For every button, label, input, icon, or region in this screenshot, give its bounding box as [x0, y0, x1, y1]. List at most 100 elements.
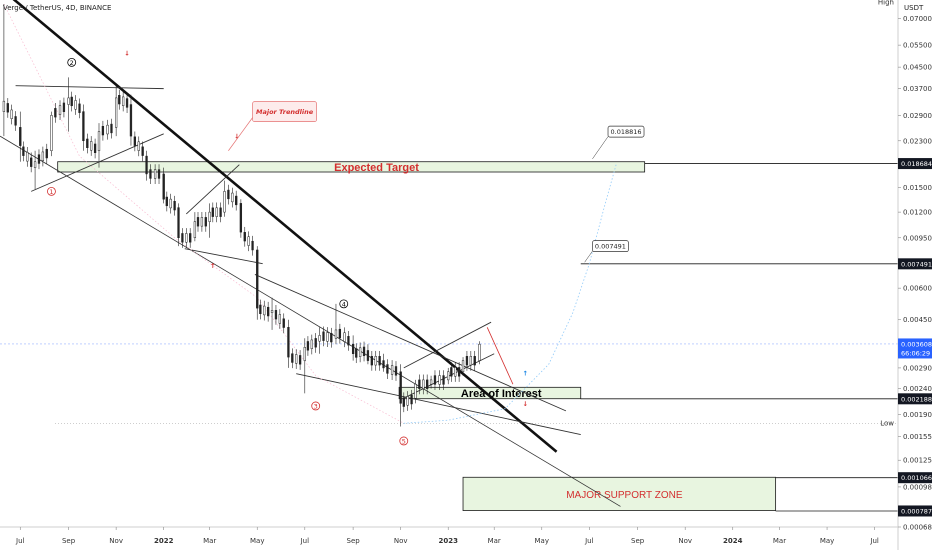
candle-body	[165, 196, 168, 207]
candle-body	[125, 98, 129, 108]
flag-top-line	[185, 164, 240, 215]
rising-wedge-top	[403, 321, 492, 369]
candle-body	[200, 217, 204, 227]
candle-body	[231, 192, 234, 203]
candle-body	[442, 375, 445, 385]
candle-body	[287, 327, 290, 358]
candle-body	[382, 360, 385, 369]
candle-body	[45, 148, 48, 159]
flag-bottom-line	[184, 248, 263, 265]
candle-body	[74, 100, 77, 110]
candle-body	[469, 356, 472, 366]
candle-body	[97, 131, 101, 151]
candle-body	[90, 141, 93, 151]
zone-box	[398, 386, 582, 400]
candle-body	[362, 346, 366, 357]
wave-marker	[339, 299, 349, 309]
trendlines-layer	[0, 0, 898, 512]
candle-body	[30, 157, 33, 167]
candle-body	[473, 356, 476, 366]
candle-body	[208, 211, 211, 222]
candle-body	[426, 379, 429, 389]
price-tag-box	[898, 258, 932, 270]
x-tick-label: Nov	[109, 537, 123, 545]
callout-pointer	[592, 136, 609, 160]
zone-label: MAJOR SUPPORT ZONE	[566, 490, 683, 501]
symbol-header: Verge / TetherUS, 4D, BINANCE	[3, 4, 111, 12]
candle-body	[153, 169, 157, 179]
arrow-down-icon: ↓	[523, 400, 528, 408]
candle-body	[196, 217, 200, 227]
candle-body	[33, 161, 37, 168]
x-tick-label: Mar	[773, 537, 786, 545]
candle-body	[418, 379, 421, 389]
candle-body	[54, 108, 57, 118]
pullback-line	[486, 327, 514, 385]
mid-channel-line	[254, 274, 567, 412]
zone-label: Area of Interest	[461, 388, 542, 400]
candle-body	[326, 332, 329, 342]
time-axis[interactable]: Jul Sep Nov 2022 Mar May Jul Sep Nov 2023 Mar May Ju…	[0, 526, 898, 545]
pivot-arrow-icon: ↓	[234, 132, 239, 140]
price-tag-label: 0.003608	[901, 340, 932, 348]
candle-body	[93, 143, 97, 153]
callout-box	[607, 125, 645, 138]
candle-body	[438, 375, 441, 385]
candle-body	[219, 207, 222, 217]
candle-body	[366, 350, 370, 361]
candle-body	[351, 343, 355, 354]
currency-label: USDT	[904, 4, 924, 12]
candle-body	[122, 96, 125, 106]
candle-body	[410, 394, 413, 405]
candle-body	[454, 367, 457, 377]
candle-body	[185, 233, 188, 243]
candle-body	[227, 189, 230, 200]
wave-marker	[47, 186, 56, 196]
wedge-top-line	[15, 85, 164, 90]
projection-path	[403, 162, 617, 424]
annotations-layer: 1 2 3 4 5 ↓ ↓ ↑ ↑ ↓ Major Trendline 0.018816 0.00749…	[47, 50, 645, 445]
candle-body	[70, 96, 73, 107]
price-tag-label: 0.018684	[901, 160, 932, 168]
candle-body	[334, 329, 338, 339]
candle-body	[278, 314, 281, 324]
lower-channel-line	[0, 135, 621, 507]
candle-body	[450, 367, 453, 377]
lower-support-line	[296, 373, 581, 435]
candle-body	[465, 356, 469, 366]
x-tick-label: Sep	[347, 537, 361, 545]
candle-body	[2, 100, 6, 112]
x-tick-label: May	[535, 537, 549, 545]
candle-body	[129, 104, 133, 137]
callout-box	[592, 240, 629, 253]
candle-body	[447, 371, 450, 381]
candle-body	[295, 354, 298, 364]
candle-body	[355, 348, 358, 358]
major-trendline	[12, 0, 558, 453]
candle-body	[235, 195, 238, 206]
candle-body	[173, 200, 176, 211]
candle-body	[106, 124, 109, 135]
candle-body	[37, 154, 41, 164]
candle-body	[145, 155, 148, 175]
candle-body	[330, 332, 333, 343]
candle-body	[256, 249, 259, 309]
candle-body	[314, 338, 317, 348]
candle-body	[406, 396, 409, 406]
candle-body	[251, 240, 254, 251]
candle-body	[343, 332, 346, 342]
candle-body	[374, 356, 377, 366]
zone-box	[57, 161, 646, 173]
candle-body	[291, 353, 294, 363]
candle-body	[274, 310, 278, 320]
callout-label: 0.018816	[611, 128, 642, 136]
x-tick-label: Jul	[15, 537, 25, 545]
candle-body	[457, 367, 461, 377]
